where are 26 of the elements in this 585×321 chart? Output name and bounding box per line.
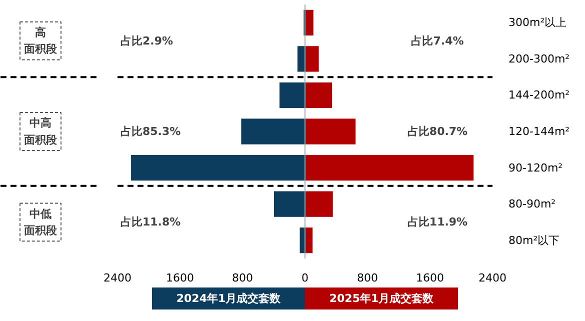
x-tick-label: 800 (357, 272, 378, 284)
annotation: 占比11.9% (407, 216, 468, 229)
x-tick-label: 2400 (104, 272, 132, 284)
y-tick-label: 90-120m² (508, 161, 563, 174)
annotation: 占比85.3% (120, 125, 181, 138)
annotation: 占比2.9% (120, 34, 174, 48)
text: 2024年1月成交套数 (176, 292, 282, 305)
text: 中高面积段 (23, 116, 58, 146)
text: 中低面积段 (23, 207, 58, 238)
text: 高面积段 (23, 26, 58, 56)
text: 2025年1月成交套数 (329, 292, 435, 305)
x-tick-label: 1600 (166, 272, 194, 284)
y-tick-label: 300m²以上 (508, 16, 567, 30)
y-tick-label: 80m²以下 (508, 234, 560, 247)
x-tick-label: 0 (302, 272, 308, 284)
annotation: 占比11.8% (120, 216, 181, 229)
bar (304, 9, 314, 36)
annotation: 占比7.4% (411, 34, 464, 48)
x-tick-label: 2400 (478, 272, 507, 284)
y-tick-label: 80-90m² (508, 198, 556, 211)
y-tick-label: 120-144m² (508, 125, 570, 138)
y-tick-label: 200-300m² (508, 52, 570, 66)
x-tick-label: 1600 (416, 272, 444, 284)
y-tick-label: 144-200m² (508, 88, 570, 102)
x-tick-label: 800 (232, 272, 253, 284)
annotation: 占比80.7% (407, 125, 468, 138)
